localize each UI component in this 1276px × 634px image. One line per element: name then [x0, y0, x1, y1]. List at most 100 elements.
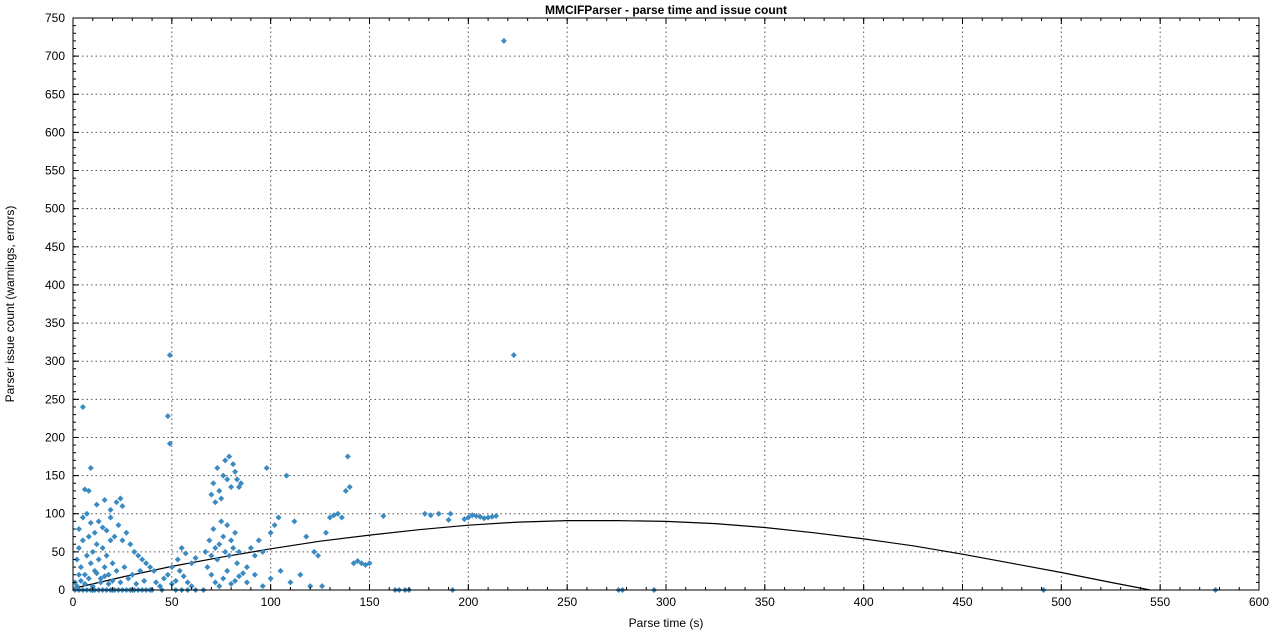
data-point [226, 552, 233, 559]
data-point [220, 533, 227, 540]
data-point [236, 573, 243, 580]
data-point [172, 577, 179, 584]
data-point [350, 560, 357, 567]
data-point [204, 564, 211, 571]
data-point [230, 461, 237, 468]
data-point [214, 464, 221, 471]
data-point [319, 583, 326, 590]
y-tick-label: 550 [45, 164, 65, 178]
x-tick-label: 50 [165, 595, 179, 609]
data-point [127, 541, 134, 548]
data-point [107, 506, 114, 513]
y-tick-label: 600 [45, 125, 65, 139]
data-point [99, 545, 106, 552]
data-point [101, 573, 108, 580]
data-point [275, 514, 282, 521]
data-point [338, 514, 345, 521]
data-point [75, 525, 82, 532]
x-tick-label: 100 [261, 595, 281, 609]
data-point [176, 567, 183, 574]
data-point [226, 453, 233, 460]
data-point [230, 545, 237, 552]
data-point [259, 583, 266, 590]
data-point [93, 541, 100, 548]
data-point [220, 575, 227, 582]
data-point [346, 484, 353, 491]
data-point [168, 580, 175, 587]
data-point [180, 573, 187, 580]
x-tick-label: 300 [656, 595, 676, 609]
data-point [500, 37, 507, 44]
data-point [79, 537, 86, 544]
data-point [95, 518, 102, 525]
x-tick-label: 200 [458, 595, 478, 609]
data-point [206, 537, 213, 544]
x-tick-label: 600 [1249, 595, 1269, 609]
data-point [123, 529, 130, 536]
y-tick-label: 650 [45, 87, 65, 101]
data-point [255, 537, 262, 544]
data-point [133, 580, 140, 587]
data-point [137, 567, 144, 574]
data-point [485, 514, 492, 521]
data-point [208, 571, 215, 578]
data-point [89, 548, 96, 555]
data-point [166, 352, 173, 359]
data-point [473, 513, 480, 520]
data-point [75, 571, 82, 578]
y-tick-label: 400 [45, 278, 65, 292]
data-point [81, 571, 88, 578]
data-point [79, 514, 86, 521]
data-point [77, 577, 84, 584]
x-tick-label: 150 [359, 595, 379, 609]
data-point [236, 548, 243, 555]
data-point [85, 533, 92, 540]
data-point [210, 480, 217, 487]
data-point [168, 564, 175, 571]
data-point [277, 567, 284, 574]
data-point [192, 554, 199, 561]
data-point [95, 556, 102, 563]
data-point [75, 545, 82, 552]
data-point [214, 556, 221, 563]
data-point [119, 503, 126, 510]
data-point [101, 564, 108, 571]
data-point [184, 579, 191, 586]
data-point [445, 516, 452, 523]
data-point [99, 524, 106, 531]
fit-curve-layer [72, 520, 1151, 591]
data-points [71, 37, 1219, 593]
data-point [465, 514, 472, 521]
data-point [87, 464, 94, 471]
data-point [141, 577, 148, 584]
data-point [79, 403, 86, 410]
data-point [315, 552, 322, 559]
y-tick-label: 500 [45, 202, 65, 216]
data-point [344, 453, 351, 460]
data-point [354, 558, 361, 565]
grid-lines [73, 18, 1259, 590]
data-point [107, 537, 114, 544]
data-point [113, 499, 120, 506]
data-point [287, 579, 294, 586]
data-point [125, 575, 132, 582]
data-point [178, 545, 185, 552]
data-point [234, 560, 241, 567]
data-point [83, 510, 90, 517]
data-point [251, 571, 258, 578]
data-point [129, 571, 136, 578]
y-tick-label: 300 [45, 354, 65, 368]
data-point [263, 464, 270, 471]
y-axis-label: Parser issue count (warnings, errors) [3, 206, 17, 403]
data-point [267, 529, 274, 536]
data-point [111, 533, 118, 540]
data-point [164, 571, 171, 578]
data-point [228, 537, 235, 544]
data-point [202, 548, 209, 555]
data-point [220, 472, 227, 479]
data-point [174, 556, 181, 563]
data-point [103, 552, 110, 559]
x-tick-label: 0 [70, 595, 77, 609]
data-point [115, 522, 122, 529]
data-point [117, 579, 124, 586]
